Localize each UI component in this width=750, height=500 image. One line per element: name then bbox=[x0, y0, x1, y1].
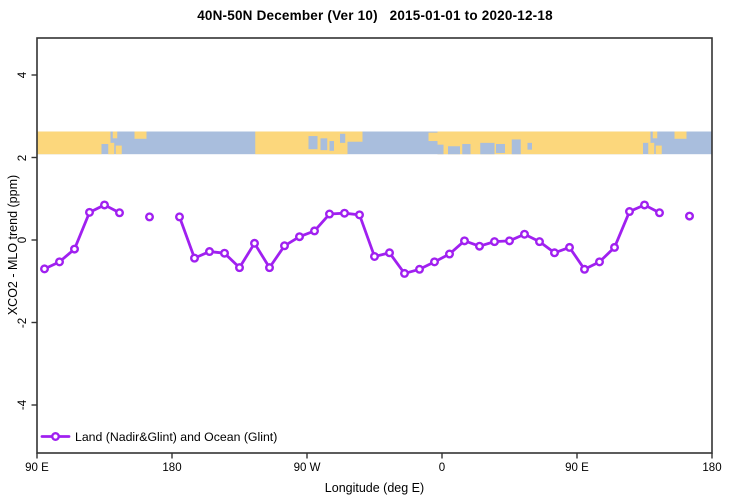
chart-title: 40N-50N December (Ver 10) 2015-01-01 to … bbox=[197, 8, 553, 23]
data-point-marker bbox=[280, 241, 290, 251]
data-point-marker bbox=[69, 244, 79, 254]
map-band-land-segment bbox=[115, 145, 122, 155]
data-point-marker bbox=[265, 263, 275, 273]
data-point-marker bbox=[595, 257, 605, 267]
data-point-marker bbox=[249, 238, 259, 248]
data-point-marker bbox=[565, 242, 575, 252]
data-point-marker bbox=[430, 257, 440, 267]
data-point-marker bbox=[234, 263, 244, 273]
data-point-marker bbox=[370, 251, 380, 261]
map-band-water-segment bbox=[308, 136, 318, 150]
plot-frame bbox=[36, 37, 713, 454]
series-line bbox=[43, 203, 121, 271]
y-tick-label: -2 bbox=[17, 317, 29, 328]
data-point-marker bbox=[550, 248, 560, 258]
x-tick-label: 90 E bbox=[565, 462, 589, 474]
data-point-marker bbox=[610, 242, 620, 252]
map-band-water-segment bbox=[340, 133, 346, 143]
map-band-land-segment bbox=[101, 131, 111, 144]
map-band-water-segment bbox=[527, 142, 532, 150]
data-point-marker bbox=[400, 268, 410, 278]
map-band-land-segment bbox=[347, 131, 363, 142]
map-band-land-segment bbox=[674, 131, 687, 139]
map-band-water-segment bbox=[496, 143, 505, 154]
data-point-marker bbox=[114, 208, 124, 218]
data-point-marker bbox=[580, 264, 590, 274]
map-band-water-segment bbox=[437, 144, 444, 155]
legend-marker-icon bbox=[51, 432, 61, 442]
data-point-marker bbox=[310, 226, 320, 236]
x-tick-label: 180 bbox=[162, 462, 182, 474]
data-point-marker bbox=[99, 200, 109, 210]
y-tick-label: 2 bbox=[17, 154, 29, 161]
data-point-marker bbox=[520, 229, 530, 239]
data-point-marker bbox=[340, 208, 350, 218]
data-point-marker bbox=[204, 247, 214, 257]
data-point-marker bbox=[84, 207, 94, 217]
data-point-marker bbox=[445, 249, 455, 259]
series-line bbox=[178, 203, 661, 275]
x-axis-title: Longitude (deg E) bbox=[324, 481, 425, 495]
data-point-marker bbox=[490, 237, 500, 247]
map-band-water-segment bbox=[462, 143, 471, 155]
data-point-marker bbox=[55, 257, 65, 267]
data-point-marker bbox=[685, 211, 695, 221]
map-band-land-segment bbox=[37, 131, 102, 155]
x-tick-label: 0 bbox=[438, 462, 446, 474]
map-band-land-segment bbox=[652, 131, 658, 139]
data-point-marker bbox=[475, 241, 485, 251]
data-point-marker bbox=[505, 236, 515, 246]
data-point-marker bbox=[40, 264, 50, 274]
map-band-land-segment bbox=[648, 142, 655, 155]
x-tick-label: 90 W bbox=[293, 462, 321, 474]
data-point-marker bbox=[385, 248, 395, 258]
map-band-land-segment bbox=[134, 131, 147, 139]
map-band-land-segment bbox=[428, 132, 439, 142]
data-point-marker bbox=[219, 248, 229, 258]
data-point-marker bbox=[144, 212, 154, 222]
data-point-marker bbox=[460, 236, 470, 246]
data-point-marker bbox=[295, 232, 305, 242]
x-tick-label: 180 bbox=[702, 462, 722, 474]
y-tick-label: 0 bbox=[17, 236, 29, 244]
data-point-marker bbox=[625, 207, 635, 217]
map-band-land-segment bbox=[108, 142, 115, 155]
map-band-water-segment bbox=[329, 141, 334, 151]
data-point-marker bbox=[415, 264, 425, 274]
data-point-marker bbox=[640, 200, 650, 210]
map-band-water-segment bbox=[511, 139, 521, 155]
map-band-water-segment bbox=[320, 138, 328, 151]
data-point-marker bbox=[355, 210, 365, 220]
x-tick-label: 90 E bbox=[25, 462, 49, 474]
data-point-marker bbox=[535, 237, 545, 247]
y-tick-label: 4 bbox=[17, 71, 29, 79]
legend-label: Land (Nadir&Glint) and Ocean (Glint) bbox=[75, 430, 278, 444]
data-point-marker bbox=[325, 209, 335, 219]
map-band-land-segment bbox=[112, 131, 118, 139]
map-band-water-segment bbox=[448, 146, 460, 155]
data-point-marker bbox=[174, 212, 184, 222]
map-band-land-segment bbox=[655, 145, 662, 155]
data-point-marker bbox=[655, 208, 665, 218]
data-point-marker bbox=[189, 253, 199, 263]
y-tick-label: -4 bbox=[17, 399, 29, 411]
map-band-land-segment bbox=[643, 131, 651, 143]
map-band-water-segment bbox=[480, 142, 495, 155]
